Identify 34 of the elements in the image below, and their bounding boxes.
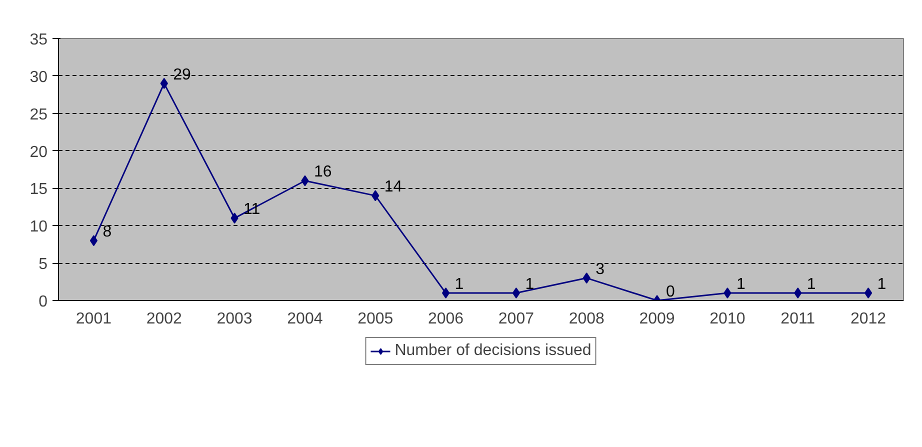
point xyxy=(864,288,872,299)
x-tick-label: 2003 xyxy=(216,310,252,328)
y-tick-label: 35 xyxy=(30,32,48,48)
legend-label: Number of decisions issued xyxy=(394,342,592,360)
x-tick-label: 2004 xyxy=(287,310,323,328)
y-tick-label: 5 xyxy=(38,256,48,274)
x-tick-label: 2005 xyxy=(358,310,394,328)
data-label: 8 xyxy=(102,224,112,241)
x-tick-label: 2012 xyxy=(850,310,886,328)
data-label: 0 xyxy=(666,284,676,300)
y-tick-label: 10 xyxy=(30,218,48,236)
y-tick-label: 30 xyxy=(30,68,48,86)
x-tick-label: 2008 xyxy=(568,310,605,328)
y-tick-label: 25 xyxy=(30,106,48,124)
data-label: 1 xyxy=(454,276,464,294)
point xyxy=(90,235,98,246)
data-label: 1 xyxy=(806,276,816,294)
x-tick-label: 2009 xyxy=(639,310,675,328)
point xyxy=(442,288,450,299)
x-tick-label: 2006 xyxy=(428,310,464,328)
data-label: 16 xyxy=(314,164,332,181)
point xyxy=(512,288,520,299)
x-tick-label: 2010 xyxy=(710,310,746,328)
x-tick-label: 2001 xyxy=(76,310,112,328)
x-tick-label: 2007 xyxy=(498,310,534,328)
data-label: 1 xyxy=(525,276,534,294)
data-label: 1 xyxy=(736,276,746,294)
data-label: 29 xyxy=(173,66,192,84)
x-tick-label: 2011 xyxy=(780,310,816,328)
y-tick-label: 20 xyxy=(30,144,48,161)
data-label: 1 xyxy=(877,276,886,294)
x-tick-label: 2002 xyxy=(146,310,182,328)
y-tick-label: 0 xyxy=(38,294,48,310)
y-tick-label: 15 xyxy=(30,181,48,198)
